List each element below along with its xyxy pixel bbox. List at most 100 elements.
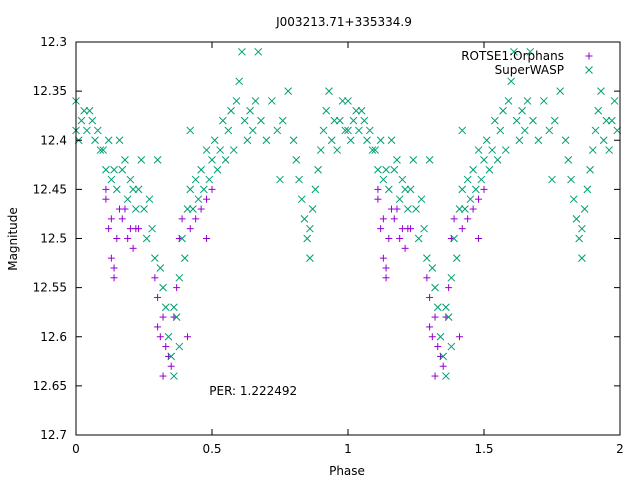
superwasp-point — [227, 106, 235, 115]
y-tick-label: 12.35 — [33, 84, 67, 98]
superwasp-point — [387, 136, 396, 145]
superwasp-point — [393, 156, 401, 164]
rotse-point — [401, 244, 409, 252]
y-tick-label: 12.55 — [33, 281, 67, 295]
superwasp-point — [597, 87, 605, 95]
superwasp-point — [129, 185, 137, 194]
rotse-point — [184, 333, 192, 341]
superwasp-point — [104, 136, 113, 145]
y-tick-label: 12.4 — [40, 133, 67, 147]
superwasp-point — [153, 156, 162, 164]
superwasp-point — [412, 205, 420, 213]
rotse-point — [475, 235, 483, 242]
superwasp-point — [110, 165, 118, 174]
superwasp-point — [91, 136, 99, 145]
rotse-point — [428, 333, 436, 341]
superwasp-point — [374, 165, 382, 174]
legend: ROTSE1:Orphans SuperWASP — [461, 49, 593, 77]
rotse-point — [407, 225, 415, 233]
superwasp-point — [431, 283, 439, 292]
superwasp-point — [458, 185, 467, 194]
superwasp-point — [316, 146, 325, 154]
superwasp-point — [140, 205, 148, 213]
superwasp-point — [403, 205, 412, 213]
rotse-point — [208, 185, 216, 193]
superwasp-point — [213, 165, 222, 174]
superwasp-point — [349, 116, 358, 125]
superwasp-point — [458, 126, 467, 135]
superwasp-point — [602, 116, 611, 125]
superwasp-point — [243, 136, 252, 145]
rotse-point — [110, 264, 118, 272]
superwasp-point — [257, 116, 265, 125]
superwasp-point — [197, 165, 205, 174]
y-axis-label: Magnitude — [6, 207, 20, 271]
superwasp-point — [99, 146, 108, 154]
rotse-point — [464, 215, 472, 223]
superwasp-point — [401, 185, 409, 194]
superwasp-point — [376, 136, 385, 145]
rotse-point — [374, 195, 382, 203]
legend-marker-superwasp — [585, 66, 593, 74]
superwasp-point — [461, 205, 469, 213]
superwasp-point — [452, 254, 461, 263]
rotse-point — [203, 235, 211, 242]
superwasp-point — [189, 205, 197, 213]
superwasp-point — [580, 205, 589, 213]
x-tick-label: 0.5 — [202, 442, 221, 456]
superwasp-point — [428, 264, 437, 272]
superwasp-point — [436, 332, 445, 341]
rotse-point — [107, 215, 115, 223]
superwasp-point — [221, 156, 230, 164]
y-tick-label: 12.3 — [40, 35, 67, 49]
superwasp-point — [529, 116, 537, 125]
y-tick-label: 12.6 — [40, 330, 67, 344]
superwasp-point — [254, 47, 263, 56]
rotse-point — [475, 195, 483, 203]
rotse-point — [192, 215, 200, 223]
superwasp-point — [447, 342, 456, 351]
rotse-point — [374, 185, 382, 193]
superwasp-point — [534, 136, 543, 145]
superwasp-point — [450, 234, 458, 243]
rotse-point — [151, 274, 159, 282]
y-tick-label: 12.7 — [40, 428, 67, 442]
superwasp-point — [202, 146, 211, 154]
superwasp-point — [610, 97, 619, 105]
rotse-point — [159, 313, 167, 321]
superwasp-point — [115, 136, 124, 145]
superwasp-point — [352, 106, 361, 115]
superwasp-point — [96, 146, 105, 154]
superwasp-point — [251, 97, 260, 105]
y-tick-label: 12.5 — [40, 232, 67, 246]
superwasp-point — [186, 185, 195, 194]
superwasp-point — [137, 156, 146, 164]
superwasp-point — [308, 205, 317, 213]
superwasp-point — [572, 214, 581, 223]
superwasp-point — [118, 165, 127, 174]
superwasp-point — [161, 303, 170, 312]
rotse-point — [379, 254, 387, 262]
rotse-point — [379, 215, 387, 223]
superwasp-point — [550, 116, 559, 125]
superwasp-point — [93, 126, 102, 135]
superwasp-point — [134, 185, 143, 194]
x-tick-label: 0 — [72, 442, 80, 456]
superwasp-point — [368, 146, 377, 154]
superwasp-point — [175, 342, 184, 351]
rotse-point — [178, 215, 186, 223]
rotse-point — [186, 225, 194, 233]
rotse-point — [393, 205, 401, 213]
superwasp-point — [325, 87, 333, 95]
superwasp-point — [289, 136, 298, 145]
superwasp-point — [417, 195, 426, 204]
superwasp-point — [175, 273, 184, 282]
superwasp-point — [341, 126, 350, 135]
superwasp-point — [338, 97, 347, 105]
rotse-point — [102, 185, 110, 193]
superwasp-point — [248, 126, 257, 135]
superwasp-point — [423, 254, 431, 263]
superwasp-point — [148, 224, 157, 233]
superwasp-point — [433, 303, 442, 312]
superwasp-point — [208, 156, 216, 164]
